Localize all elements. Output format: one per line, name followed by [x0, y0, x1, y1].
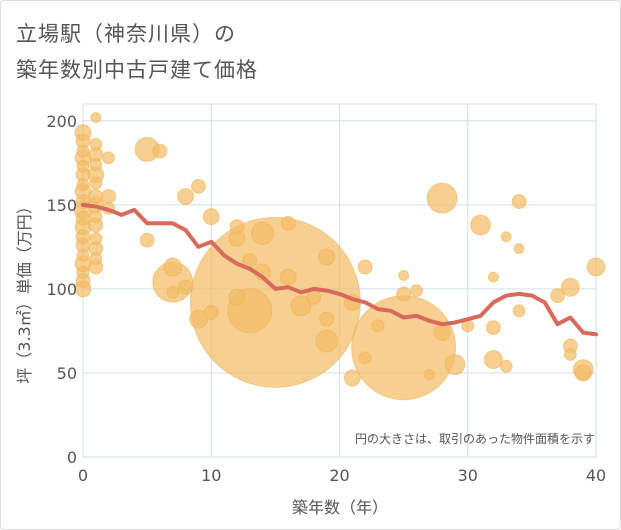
bubble-point — [89, 158, 103, 172]
bubble-point — [433, 324, 451, 342]
bubble-point — [280, 215, 296, 231]
bubble-point — [190, 178, 206, 194]
x-axis-label: 築年数（年） — [292, 498, 388, 517]
bubble-point — [178, 279, 194, 295]
bubble-point — [139, 232, 155, 248]
bubble-point — [152, 143, 168, 159]
x-tick-label: 0 — [78, 466, 88, 485]
bubble-point — [319, 311, 335, 327]
bubble-point — [396, 286, 412, 302]
bubble-point — [398, 269, 410, 281]
bubble-point — [318, 248, 336, 266]
bubble-point — [351, 295, 457, 401]
y-tick-label: 0 — [67, 448, 77, 467]
bubble-point — [189, 216, 361, 388]
bubble-point — [76, 265, 90, 279]
size-note: 円の大きさは、取引のあった物件面積を示す — [355, 431, 595, 446]
chart-title-line1: 立場駅（神奈川県）の — [16, 22, 236, 46]
bubble-point — [358, 351, 372, 365]
bubble-point — [371, 319, 385, 333]
bubble-point — [574, 364, 592, 382]
bubbles-layer — [73, 111, 606, 401]
bubble-point — [279, 268, 297, 286]
bubble-point — [563, 347, 577, 361]
bubble-point — [89, 210, 103, 224]
y-tick-label: 150 — [46, 196, 77, 215]
bubble-point — [90, 111, 102, 123]
x-tick-label: 30 — [458, 466, 478, 485]
bubble-point — [560, 277, 580, 297]
bubble-point — [251, 221, 275, 245]
y-axis-label: 坪（3.3㎡）単価（万円） — [15, 198, 34, 383]
bubble-point — [88, 188, 104, 204]
bubble-point — [89, 176, 103, 190]
bubble-point — [177, 187, 195, 205]
bubble-point — [426, 182, 458, 214]
bubble-point — [485, 320, 501, 336]
bubble-point — [512, 304, 526, 318]
bubble-point — [444, 354, 466, 376]
bubble-point — [202, 208, 220, 226]
bubble-point — [89, 231, 103, 245]
bubble-point — [500, 231, 512, 243]
bubble-point — [343, 369, 361, 387]
bubble-point — [101, 188, 117, 204]
bubble-point — [511, 193, 527, 209]
bubble-point — [423, 369, 435, 381]
bubble-point — [586, 257, 606, 277]
bubble-point — [89, 252, 103, 266]
axis-ticks: 0 50 100 150 200 0 10 20 30 40 — [46, 112, 606, 485]
y-tick-label: 200 — [46, 112, 77, 131]
y-tick-label: 50 — [57, 364, 77, 383]
x-tick-label: 40 — [586, 466, 606, 485]
bubble-point — [487, 271, 499, 283]
bubble-point — [499, 359, 513, 373]
chart-title-line2: 築年数別中古戸建て価格 — [16, 58, 258, 82]
bubble-point — [228, 288, 246, 306]
bubble-point — [76, 178, 90, 192]
bubble-point — [306, 289, 322, 305]
bubble-point — [357, 259, 373, 275]
bubble-point — [315, 329, 339, 353]
bubble-point — [89, 137, 103, 151]
x-tick-label: 10 — [201, 466, 221, 485]
bubble-point — [76, 159, 90, 173]
bubble-point — [550, 288, 566, 304]
bubble-point — [513, 243, 525, 255]
bubble-point — [102, 151, 116, 165]
bubble-point — [163, 257, 183, 277]
bubble-point — [76, 144, 90, 158]
bubble-point — [470, 214, 492, 236]
x-tick-label: 20 — [329, 466, 349, 485]
y-tick-label: 100 — [46, 280, 77, 299]
bubble-point — [203, 304, 219, 320]
bubble-point — [290, 295, 312, 317]
bubble-point — [75, 210, 91, 226]
bubble-point — [166, 285, 180, 299]
bubble-point — [188, 309, 208, 329]
bubble-point — [483, 350, 503, 370]
bubble-point — [76, 248, 90, 262]
bubble-point — [409, 284, 423, 298]
bubble-point — [229, 219, 245, 235]
trend-line — [81, 202, 598, 337]
